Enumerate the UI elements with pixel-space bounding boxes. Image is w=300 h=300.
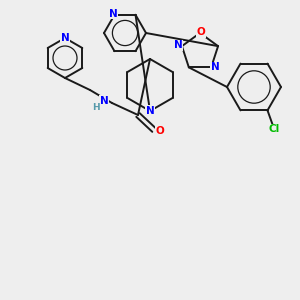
Text: O: O (156, 126, 164, 136)
Text: O: O (196, 27, 206, 37)
Text: N: N (174, 40, 182, 50)
Text: N: N (211, 62, 220, 72)
Text: N: N (100, 96, 108, 106)
Text: N: N (146, 106, 154, 116)
Text: N: N (109, 9, 118, 19)
Text: N: N (61, 33, 69, 43)
Text: H: H (92, 103, 100, 112)
Text: Cl: Cl (269, 124, 280, 134)
